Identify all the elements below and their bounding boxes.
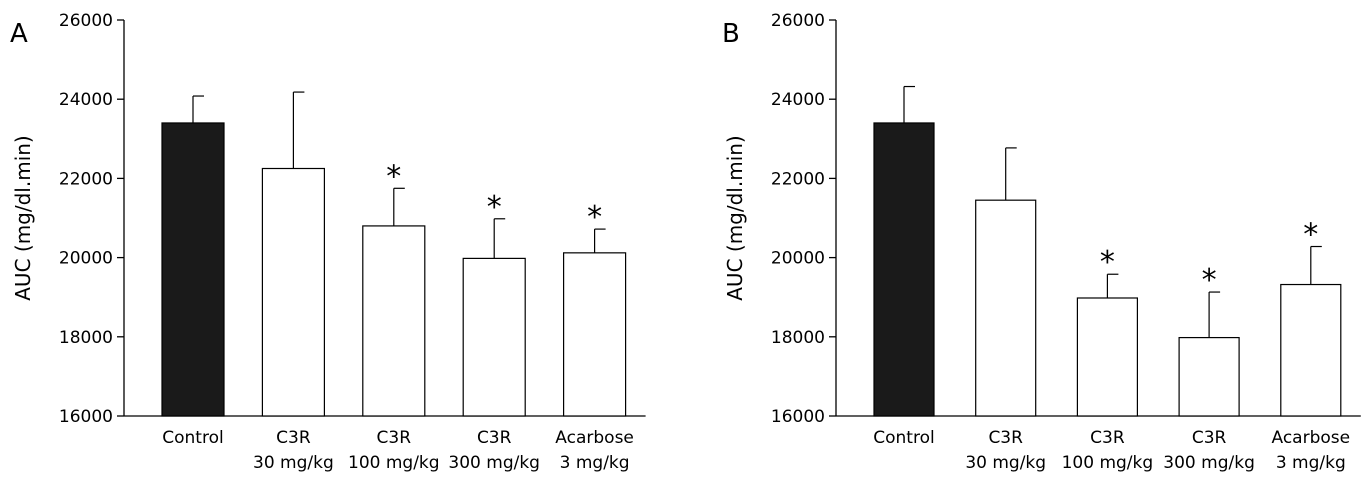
- y-tick-label: 20000: [771, 249, 825, 269]
- y-tick-label: 16000: [771, 407, 825, 427]
- bar: [1178, 336, 1240, 417]
- bar: [562, 252, 627, 417]
- bar: [362, 225, 426, 417]
- panel-letter: A: [10, 19, 28, 49]
- y-tick-label: 26000: [59, 11, 113, 31]
- x-category-sublabel: 300 mg/kg: [448, 453, 540, 473]
- x-category-label: C3R: [477, 428, 512, 448]
- bar: [1076, 297, 1139, 417]
- x-category-label: C3R: [276, 428, 311, 448]
- panel-a: A AUC (mg/dl.min) 16000 18000 20000 22000 2400…: [10, 11, 646, 473]
- y-tick-label: 18000: [771, 328, 825, 348]
- y-tick-label: 26000: [771, 11, 825, 31]
- significance-star: *: [386, 159, 401, 194]
- x-category-label: Control: [162, 428, 223, 448]
- x-category-label: Control: [873, 428, 934, 448]
- x-category-label: Acarbose: [555, 428, 634, 448]
- x-category-sublabel: 30 mg/kg: [965, 453, 1046, 473]
- x-category-sublabel: 300 mg/kg: [1163, 453, 1255, 473]
- significance-star: *: [1303, 218, 1318, 253]
- bar: [462, 257, 526, 417]
- bar: [975, 199, 1037, 417]
- bar: [873, 122, 935, 417]
- bar: [261, 167, 325, 417]
- y-tick-label: 16000: [59, 407, 113, 427]
- significance-star: *: [1202, 263, 1217, 298]
- x-category-label: C3R: [988, 428, 1023, 448]
- x-category-sublabel: 30 mg/kg: [253, 453, 334, 473]
- bar: [161, 122, 225, 417]
- x-category-label: C3R: [1090, 428, 1125, 448]
- significance-star: *: [487, 190, 502, 225]
- x-category-sublabel: 100 mg/kg: [1062, 453, 1154, 473]
- panel-b: B AUC (mg/dl.min) 16000 18000 20000 22000 2400…: [722, 11, 1361, 473]
- x-category-sublabel: 100 mg/kg: [348, 453, 440, 473]
- significance-star: *: [1100, 245, 1115, 280]
- y-axis-label: AUC (mg/dl.min): [11, 135, 35, 301]
- x-category-label: C3R: [377, 428, 412, 448]
- x-category-sublabel: 3 mg/kg: [560, 453, 630, 473]
- panel-letter: B: [722, 19, 740, 49]
- y-tick-label: 22000: [771, 169, 825, 189]
- x-category-sublabel: 3 mg/kg: [1276, 453, 1346, 473]
- y-tick-label: 20000: [59, 249, 113, 269]
- y-tick-label: 24000: [59, 90, 113, 110]
- y-tick-label: 22000: [59, 169, 113, 189]
- y-axis-label: AUC (mg/dl.min): [723, 135, 747, 301]
- significance-star: *: [587, 200, 602, 235]
- x-category-label: C3R: [1192, 428, 1227, 448]
- bar: [1280, 283, 1342, 417]
- y-tick-label: 24000: [771, 90, 825, 110]
- x-category-label: Acarbose: [1272, 428, 1351, 448]
- y-tick-label: 18000: [59, 328, 113, 348]
